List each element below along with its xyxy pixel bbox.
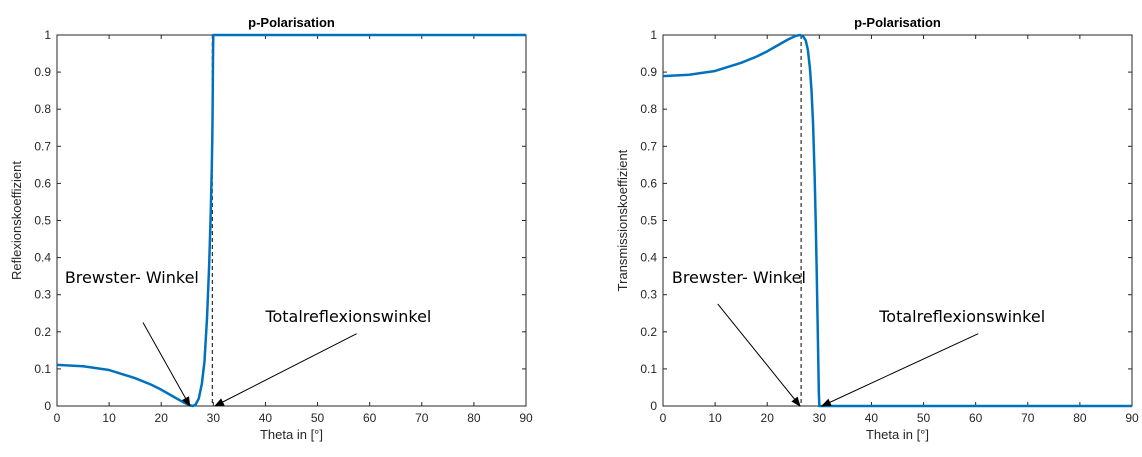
y-tick-label: 0.4 — [34, 251, 51, 265]
x-tick-label: 20 — [761, 411, 775, 425]
y-tick-label: 0.2 — [640, 325, 657, 339]
y-axis-label: Transmissionskoeffizient — [615, 149, 630, 291]
plot-area-frame — [662, 34, 1133, 407]
x-tick-label: 90 — [519, 411, 533, 425]
x-axis-label: Theta in [°] — [260, 427, 323, 442]
annotation-label: Totalreflexionswinkel — [878, 307, 1045, 326]
y-tick-label: 0.9 — [34, 65, 51, 79]
y-tick-label: 0.3 — [640, 288, 657, 302]
y-tick-label: 0 — [650, 399, 657, 413]
y-tick-label: 0.8 — [34, 102, 51, 116]
y-tick-label: 0.1 — [34, 362, 51, 376]
x-tick-label: 40 — [865, 411, 879, 425]
x-tick-label: 10 — [102, 411, 116, 425]
annotation-label: Brewster- Winkel — [672, 268, 806, 287]
y-tick-label: 0 — [44, 399, 51, 413]
y-tick-label: 1 — [650, 28, 657, 42]
chart-title: p-Polarisation — [854, 15, 941, 30]
plot-area-frame — [56, 34, 527, 407]
annotation-arrow — [214, 333, 357, 407]
y-tick-label: 0.4 — [640, 251, 657, 265]
series-line — [56, 33, 526, 408]
annotation-arrow — [717, 303, 801, 407]
x-tick-label: 50 — [917, 411, 931, 425]
x-tick-label: 10 — [708, 411, 722, 425]
y-tick-label: 0.8 — [640, 102, 657, 116]
y-tick-label: 0.7 — [34, 139, 51, 153]
series-line — [662, 33, 1132, 408]
x-tick-label: 80 — [1073, 411, 1087, 425]
y-tick-label: 0.5 — [34, 214, 51, 228]
y-tick-label: 0.2 — [34, 325, 51, 339]
x-axis-label: Theta in [°] — [866, 427, 929, 442]
y-tick-label: 1 — [44, 28, 51, 42]
annotation-arrow — [821, 333, 979, 407]
y-tick-label: 0.9 — [640, 65, 657, 79]
x-tick-label: 70 — [415, 411, 429, 425]
chart-title: p-Polarisation — [248, 15, 335, 30]
x-tick-label: 30 — [813, 411, 827, 425]
x-tick-label: 60 — [363, 411, 377, 425]
annotation-label: Totalreflexionswinkel — [264, 307, 431, 326]
annotation-arrow — [142, 322, 191, 407]
y-tick-label: 0.5 — [640, 214, 657, 228]
annotation-label: Brewster- Winkel — [65, 268, 199, 287]
x-tick-label: 30 — [207, 411, 221, 425]
x-tick-label: 90 — [1125, 411, 1139, 425]
x-tick-label: 20 — [155, 411, 169, 425]
y-axis-label: Reflexionskoeffizient — [9, 161, 24, 280]
y-tick-label: 0.7 — [640, 139, 657, 153]
y-tick-label: 0.1 — [640, 362, 657, 376]
x-tick-label: 80 — [467, 411, 481, 425]
x-tick-label: 60 — [969, 411, 983, 425]
x-tick-label: 40 — [259, 411, 273, 425]
x-tick-label: 70 — [1021, 411, 1035, 425]
chart-panel: 0 10 20 30 40 50 60 70 80 90 0 0.1 0.2 0.3 0.4 0.5 0.6 0.… — [615, 15, 1139, 442]
x-tick-label: 50 — [311, 411, 325, 425]
y-tick-label: 0.6 — [34, 176, 51, 190]
y-tick-label: 0.3 — [34, 288, 51, 302]
x-tick-label: 0 — [660, 411, 667, 425]
chart-panel: 0 10 20 30 40 50 60 70 80 90 0 0.1 0.2 0.3 0.4 0.5 0.6 0.… — [9, 15, 533, 442]
y-tick-label: 0.6 — [640, 176, 657, 190]
x-tick-label: 0 — [54, 411, 61, 425]
